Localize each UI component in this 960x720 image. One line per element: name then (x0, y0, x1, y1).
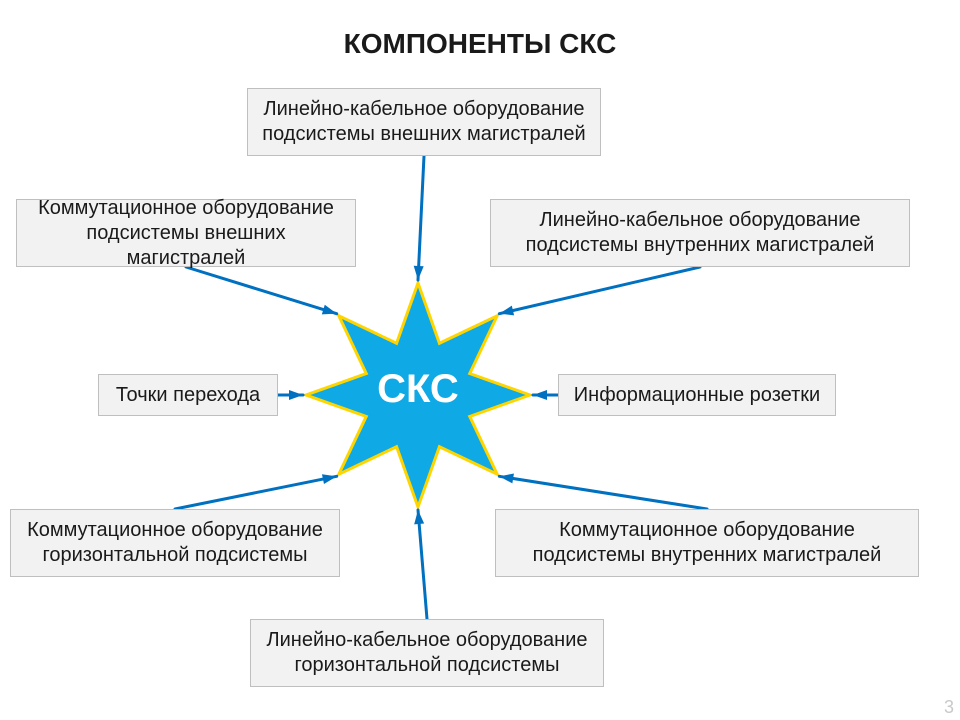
box-right: Информационные розетки (558, 374, 836, 416)
page-number: 3 (944, 697, 954, 718)
box-lower-left: Коммутационное оборудование горизонтальн… (10, 509, 340, 577)
box-left: Точки перехода (98, 374, 278, 416)
box-upper-left: Коммутационное оборудование подсистемы в… (16, 199, 356, 267)
box-top: Линейно-кабельное оборудование подсистем… (247, 88, 601, 156)
box-upper-right: Линейно-кабельное оборудование подсистем… (490, 199, 910, 267)
box-lower-right: Коммутационное оборудование подсистемы в… (495, 509, 919, 577)
box-bottom: Линейно-кабельное оборудование горизонта… (250, 619, 604, 687)
